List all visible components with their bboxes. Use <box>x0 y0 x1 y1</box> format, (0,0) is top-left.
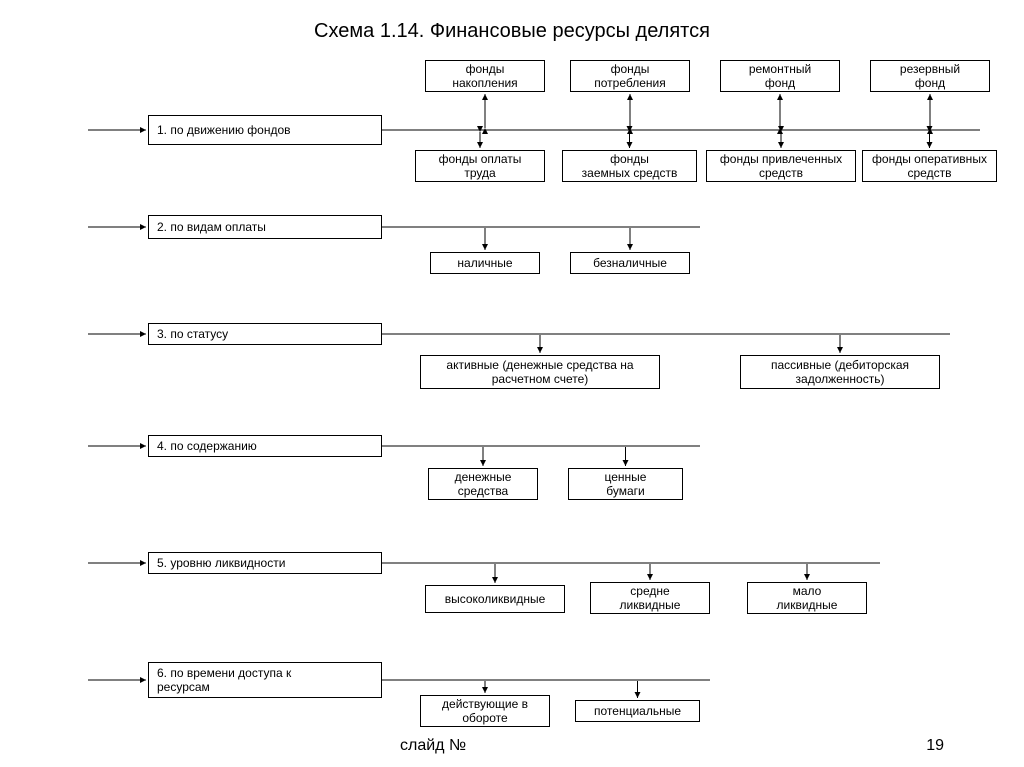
bottom-box-3-1: активные (денежные средства на расчетном… <box>420 355 660 389</box>
bottom-box-1-3: фонды привлеченных средств <box>706 150 856 182</box>
bottom-box-4-1: денежные средства <box>428 468 538 500</box>
category-box-1: 1. по движению фондов <box>148 115 382 145</box>
footer-label: слайд № <box>400 737 466 755</box>
category-box-3: 3. по статусу <box>148 323 382 345</box>
bottom-box-5-1: высоколиквидные <box>425 585 565 613</box>
category-box-4: 4. по содержанию <box>148 435 382 457</box>
top-box-1-3: ремонтный фонд <box>720 60 840 92</box>
bottom-box-1-2: фонды заемных средств <box>562 150 697 182</box>
category-box-2: 2. по видам оплаты <box>148 215 382 239</box>
top-box-1-1: фонды накопления <box>425 60 545 92</box>
bottom-box-5-3: мало ликвидные <box>747 582 867 614</box>
bottom-box-2-2: безналичные <box>570 252 690 274</box>
bottom-box-3-2: пассивные (дебиторская задолженность) <box>740 355 940 389</box>
bottom-box-1-4: фонды оперативных средств <box>862 150 997 182</box>
top-box-1-4: резервный фонд <box>870 60 990 92</box>
category-box-6: 6. по времени доступа к ресурсам <box>148 662 382 698</box>
bottom-box-6-2: потенциальные <box>575 700 700 722</box>
bottom-box-2-1: наличные <box>430 252 540 274</box>
category-box-5: 5. уровню ликвидности <box>148 552 382 574</box>
footer-page: 19 <box>926 737 944 755</box>
top-box-1-2: фонды потребления <box>570 60 690 92</box>
bottom-box-5-2: средне ликвидные <box>590 582 710 614</box>
bottom-box-4-2: ценные бумаги <box>568 468 683 500</box>
bottom-box-6-1: действующие в обороте <box>420 695 550 727</box>
bottom-box-1-1: фонды оплаты труда <box>415 150 545 182</box>
